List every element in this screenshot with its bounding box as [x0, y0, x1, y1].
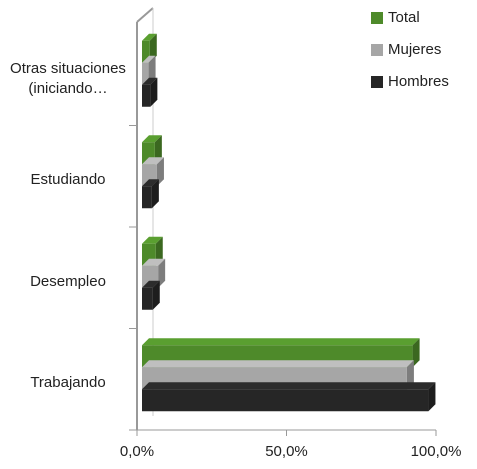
bar-side [156, 157, 164, 187]
bar-top [142, 258, 166, 266]
y-tick-label: Otras situaciones (iniciando… [10, 59, 126, 97]
bar-top [142, 179, 159, 187]
bar-top [142, 236, 163, 244]
bar-side [148, 55, 156, 85]
y-tick-label: Estudiando [30, 171, 106, 189]
bar-side [412, 338, 420, 368]
bar-top [142, 338, 420, 346]
wall-top-edge [136, 7, 154, 23]
bar-top [142, 135, 162, 143]
bar-top [142, 382, 436, 390]
bar [142, 33, 157, 63]
x-tick-label: 100,0% [411, 443, 462, 460]
y-tick-label: Trabajando [30, 374, 106, 392]
legend-label: Mujeres [388, 41, 441, 58]
bar-top [142, 157, 164, 165]
bar-side [158, 258, 166, 288]
bar-front [142, 287, 153, 310]
bar-side [428, 382, 436, 412]
bar-front [142, 389, 429, 412]
bar [142, 382, 436, 412]
bar-front [142, 84, 151, 107]
bar [142, 280, 160, 310]
bar [142, 236, 163, 266]
bar-side [151, 179, 159, 209]
x-tick-label: 50,0% [265, 443, 308, 460]
legend-swatch [371, 76, 383, 88]
bar-side [154, 135, 162, 165]
legend-label: Total [388, 9, 420, 26]
bar [142, 179, 159, 209]
legend-swatch [371, 12, 383, 24]
bar-side [149, 33, 157, 63]
y-tick-label: Desempleo [30, 272, 106, 290]
bar-side [406, 360, 414, 390]
bar-front [142, 40, 150, 63]
bar-front [142, 186, 152, 209]
bar-side [152, 280, 160, 310]
x-tick-label: 0,0% [120, 443, 154, 460]
legend-label: Hombres [388, 73, 449, 90]
bar [142, 55, 156, 85]
bar-top [142, 55, 156, 63]
bar-side [155, 236, 163, 266]
bar-top [142, 33, 157, 41]
bar-top [142, 280, 160, 288]
bar [142, 77, 158, 107]
bar-side [150, 77, 158, 107]
bar-front [142, 62, 149, 85]
legend-swatch [371, 44, 383, 56]
bar-top [142, 77, 158, 85]
bar-top [142, 360, 414, 368]
